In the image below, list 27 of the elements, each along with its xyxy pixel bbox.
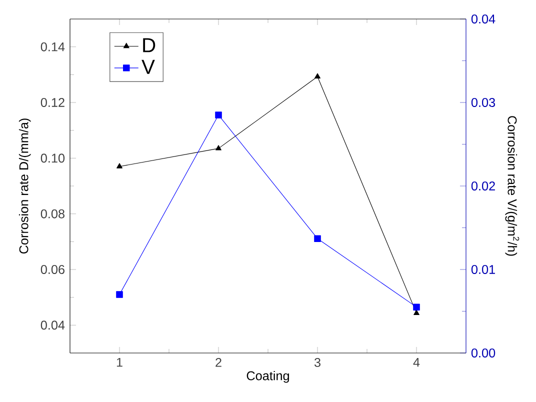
x-axis-title: Coating [246,370,289,383]
y-axis-title: Corrosion rate D/(mm/a) [18,118,31,254]
y-tick-label: 0.10 [40,154,65,163]
y2-tick-label: 0.00 [471,348,496,358]
point [215,112,222,118]
x-tick-label: 1 [116,358,122,367]
point [116,163,122,168]
y-tick-label: 0.04 [40,320,65,330]
point [413,304,420,310]
legend-label: V [142,60,155,74]
point [314,73,320,78]
point [216,145,222,150]
x-tick-label: 2 [216,358,222,367]
x-tick-label: 3 [314,358,320,367]
y2-tick-label: 0.01 [471,265,495,274]
y-tick-label: 0.08 [40,209,64,218]
y-tick-label: 0.06 [40,265,64,274]
y2-tick-label: 0.02 [471,182,495,190]
y-tick-label: 0.14 [40,42,65,52]
y2-tick-label: 0.04 [471,14,496,24]
x-tick-label: 4 [413,358,420,367]
point [116,291,123,298]
y2-tick-label: 0.03 [471,98,496,107]
legend-label: D [143,38,156,52]
y2-axis-title: Corrosion rate V/(g/m$^{2}$/h) [505,116,520,256]
y-tick-label: 0.12 [40,98,64,107]
point [314,235,321,242]
